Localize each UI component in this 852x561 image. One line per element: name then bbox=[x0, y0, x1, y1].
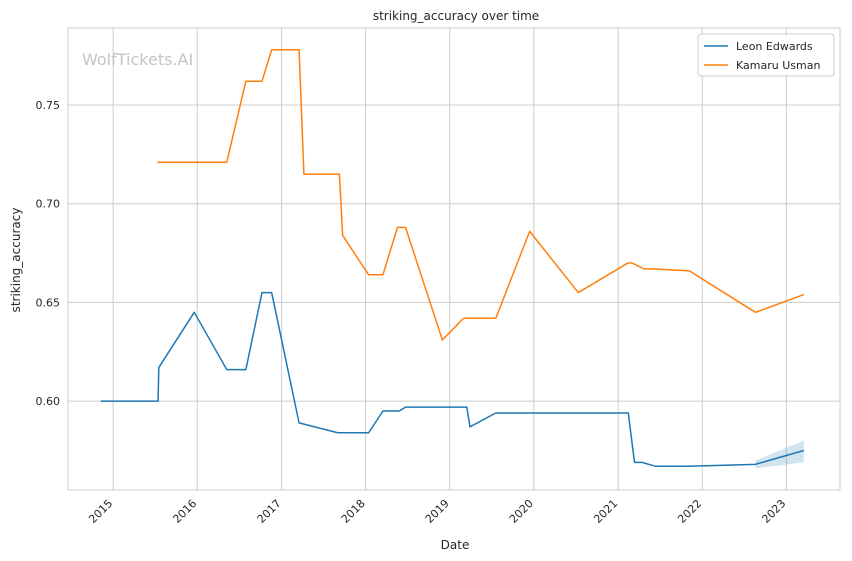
x-tick-label: 2017 bbox=[255, 497, 284, 526]
x-tick-label: 2021 bbox=[591, 497, 620, 526]
confidence-bands bbox=[755, 440, 804, 469]
confidence-band bbox=[755, 440, 804, 469]
series-line bbox=[157, 48, 805, 341]
legend-label: Leon Edwards bbox=[736, 40, 813, 53]
x-tick-label: 2018 bbox=[339, 497, 368, 526]
y-tick-label: 0.60 bbox=[36, 395, 61, 408]
legend-box bbox=[697, 33, 835, 77]
x-tick-label: 2023 bbox=[759, 497, 788, 526]
x-tick-label: 2016 bbox=[170, 497, 199, 526]
x-axis-ticks: 2015 2016 2017 2018 2019 2020 2021 2022 2023 bbox=[86, 497, 788, 526]
legend: Leon Edwards Kamaru Usman bbox=[697, 33, 835, 77]
y-tick-label: 0.65 bbox=[36, 296, 61, 309]
x-tick-label: 2022 bbox=[675, 497, 704, 526]
legend-label: Kamaru Usman bbox=[736, 59, 820, 72]
plot-frame bbox=[67, 27, 841, 491]
series-lines bbox=[100, 48, 805, 468]
y-tick-label: 0.70 bbox=[36, 198, 61, 211]
watermark: WolfTickets.AI bbox=[82, 50, 193, 69]
y-tick-label: 0.75 bbox=[36, 99, 61, 112]
x-tick-label: 2015 bbox=[86, 497, 115, 526]
x-tick-label: 2020 bbox=[507, 497, 536, 526]
y-axis-label: striking_accuracy bbox=[9, 208, 23, 313]
grid bbox=[68, 28, 840, 490]
y-axis-ticks: 0.60 0.65 0.70 0.75 bbox=[36, 99, 61, 408]
chart-title: striking_accuracy over time bbox=[373, 9, 539, 23]
x-tick-label: 2019 bbox=[423, 497, 452, 526]
series-line bbox=[100, 291, 805, 468]
x-axis-label: Date bbox=[441, 538, 470, 552]
